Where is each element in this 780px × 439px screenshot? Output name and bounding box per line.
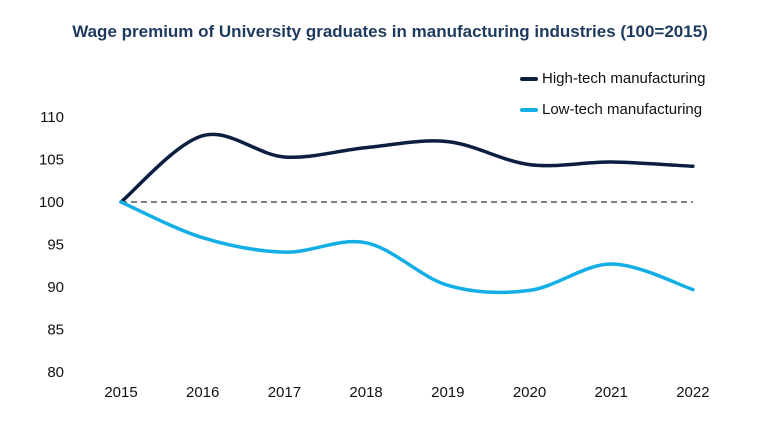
legend-swatch-high-tech <box>520 76 538 81</box>
x-tick-label: 2020 <box>513 384 546 401</box>
y-tick-label: 105 <box>39 152 64 169</box>
x-tick-label: 2018 <box>349 384 382 401</box>
y-tick-label: 80 <box>47 364 64 381</box>
y-tick-label: 85 <box>47 322 64 339</box>
legend-label-high-tech: High-tech manufacturing <box>542 70 706 87</box>
series-line-low-tech <box>119 200 695 295</box>
series-lines <box>119 132 695 295</box>
y-axis-ticks: 80 85 90 95 100 105 110 <box>39 109 64 381</box>
legend-item-low-tech: Low-tech manufacturing <box>520 101 702 118</box>
y-tick-label: 95 <box>47 237 64 254</box>
x-tick-label: 2017 <box>268 384 301 401</box>
y-tick-label: 100 <box>39 194 64 211</box>
x-axis-ticks: 2015 2016 2017 2018 2019 2020 2021 2022 <box>104 384 709 401</box>
legend-label-low-tech: Low-tech manufacturing <box>542 101 703 118</box>
legend-item-high-tech: High-tech manufacturing <box>520 70 705 87</box>
x-tick-label: 2016 <box>186 384 219 401</box>
x-tick-label: 2015 <box>104 384 137 401</box>
y-tick-label: 90 <box>47 279 64 296</box>
x-tick-label: 2021 <box>595 384 628 401</box>
series-line-high-tech <box>119 132 695 204</box>
y-tick-label: 110 <box>40 109 64 126</box>
x-tick-label: 2019 <box>431 384 464 401</box>
legend-swatch-low-tech <box>520 107 538 112</box>
chart-title: Wage premium of University graduates in … <box>72 22 708 41</box>
x-tick-label: 2022 <box>676 384 709 401</box>
